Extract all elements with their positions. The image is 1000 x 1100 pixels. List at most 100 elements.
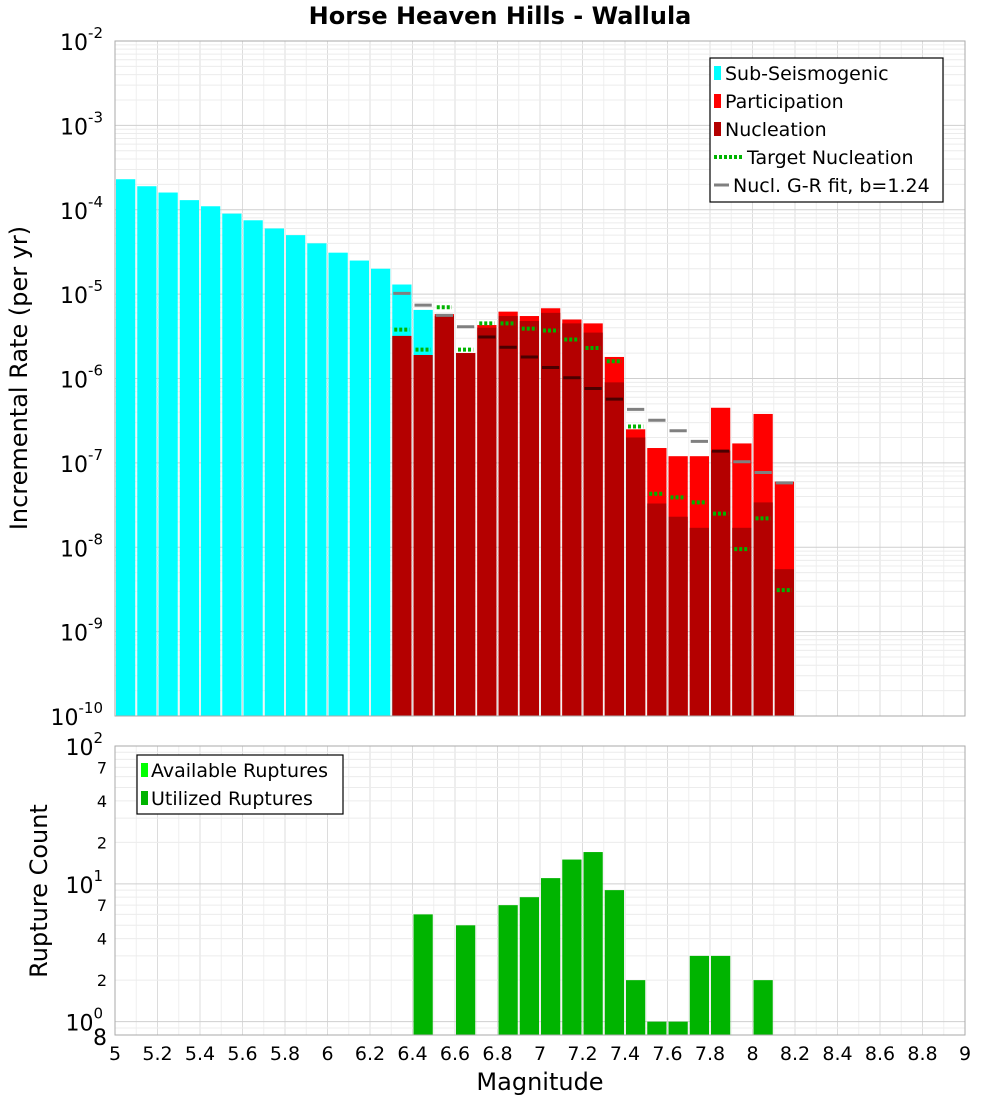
utilized-ruptures-bar [498, 905, 518, 1035]
top-legend: Sub-Seismogenic Participation Nucleation… [709, 57, 944, 203]
utilized-ruptures-bar [519, 897, 539, 1035]
x-tick-label: 7 [534, 1043, 546, 1065]
x-axis-title: Magnitude [476, 1068, 603, 1096]
x-tick-label: 5 [109, 1043, 121, 1065]
nucleation-bar [753, 502, 773, 716]
nucleation-bar [774, 569, 794, 716]
top-plot: 10-10 10-9 10-8 10-7 10-6 10-5 10-4 10-3 10-2 In… [5, 24, 966, 731]
utilized-ruptures-bar [541, 878, 561, 1035]
utilized-ruptures-bar [583, 852, 603, 1035]
nucleation-bar [626, 437, 646, 716]
bottom-y-minor-tick-label: 4 [97, 792, 107, 811]
utilized-ruptures-bar [668, 1021, 688, 1035]
legend-swatch-sub-seismogenic [714, 66, 721, 80]
bottom-y-minor-tick-label: 2 [97, 833, 107, 852]
x-tick-label: 5.6 [227, 1043, 257, 1065]
nucleation-bar [711, 450, 731, 716]
bottom-y-minor-tick-label: 8 [93, 1026, 107, 1051]
bottom-y-tick-label: 101 [65, 867, 103, 899]
top-plot-frame [114, 40, 966, 717]
bottom-y-axis-title: Rupture Count [25, 804, 53, 978]
top-y-tick-label: 10-6 [60, 362, 103, 394]
legend-label-utilized-ruptures: Utilized Ruptures [151, 788, 313, 810]
nucleation-bar [519, 321, 539, 716]
utilized-ruptures-bar [647, 1021, 667, 1035]
nucleation-bar [583, 332, 603, 716]
sub-seismogenic-bar [264, 228, 284, 716]
x-tick-label: 6 [321, 1043, 333, 1065]
legend-swatch-participation [714, 94, 721, 108]
x-tick-label: 5.2 [142, 1043, 172, 1065]
utilized-ruptures-bar [626, 980, 646, 1035]
legend-swatch-utilized-ruptures [141, 791, 148, 805]
x-tick-label: 5.8 [270, 1043, 300, 1065]
bottom-y-minor-tick-label: 2 [97, 971, 107, 990]
nucleation-bar [668, 516, 688, 716]
x-tick-label: 5.4 [185, 1043, 215, 1065]
x-tick-label: 7.6 [652, 1043, 682, 1065]
utilized-ruptures-bar [753, 980, 773, 1035]
utilized-ruptures-bar [711, 955, 731, 1035]
bottom-y-tick-labels: 100 101 102 8 2 4 7 2 4 7 [65, 729, 107, 1051]
sub-seismogenic-bar [222, 213, 242, 717]
nucleation-bar [392, 335, 412, 716]
x-tick-label: 8.6 [865, 1043, 895, 1065]
legend-label-nucleation: Nucleation [725, 119, 827, 141]
utilized-ruptures-bar [562, 859, 582, 1035]
sub-seismogenic-bar [179, 200, 199, 716]
sub-seismogenic-bar [307, 243, 327, 717]
nucleation-bar [562, 323, 582, 716]
utilized-ruptures-bar [689, 955, 709, 1035]
nucleation-bar [541, 312, 561, 716]
bottom-y-tick-label: 102 [65, 729, 103, 761]
nucleation-bar [498, 316, 518, 716]
nucleation-bar [604, 382, 624, 716]
x-tick-label: 6.4 [397, 1043, 427, 1065]
top-y-tick-label: 10-5 [60, 277, 103, 309]
top-plot-fit-lines [393, 291, 793, 593]
x-tick-label: 7.4 [610, 1043, 640, 1065]
utilized-ruptures-bar [604, 890, 624, 1035]
x-tick-label: 6.2 [355, 1043, 385, 1065]
nucleation-bar [732, 527, 752, 716]
top-y-tick-label: 10-7 [60, 446, 103, 478]
utilized-ruptures-bar [456, 925, 476, 1035]
nucleation-bar [689, 527, 709, 716]
sub-seismogenic-bar [201, 206, 221, 716]
sub-seismogenic-bar [371, 268, 391, 716]
x-tick-label: 7.2 [567, 1043, 597, 1065]
top-y-tick-labels: 10-10 10-9 10-8 10-7 10-6 10-5 10-4 10-3 10-2 [51, 24, 104, 731]
sub-seismogenic-bar [116, 179, 136, 716]
top-y-tick-label: 10-8 [60, 530, 103, 562]
nucleation-bar [413, 354, 433, 716]
bottom-legend: Available Ruptures Utilized Ruptures [136, 754, 344, 815]
legend-label-gr-fit: Nucl. G-R fit, b=1.24 [733, 175, 930, 197]
chart-title: Horse Heaven Hills - Wallula [309, 2, 692, 30]
bottom-legend-box [136, 754, 344, 815]
sub-seismogenic-bar [328, 252, 348, 716]
sub-seismogenic-bar [137, 186, 157, 716]
bottom-y-minor-tick-label: 7 [97, 758, 107, 777]
top-y-axis-title: Incremental Rate (per yr) [5, 226, 33, 530]
x-tick-label: 8 [746, 1043, 758, 1065]
sub-seismogenic-bar [243, 220, 263, 717]
nucleation-bar [477, 327, 497, 716]
legend-label-participation: Participation [725, 91, 844, 113]
x-tick-label: 7.8 [695, 1043, 725, 1065]
x-tick-label: 9 [959, 1043, 971, 1065]
sub-seismogenic-bar [349, 260, 369, 716]
legend-label-available-ruptures: Available Ruptures [151, 760, 328, 782]
top-y-tick-label: 10-10 [51, 699, 104, 731]
bottom-plot: 100 101 102 8 2 4 7 2 4 7 5 5.2 5.4 5.6 5.8 6 6.2 6.4 6.6… [25, 729, 971, 1096]
top-y-tick-label: 10-9 [60, 615, 103, 647]
x-tick-label: 8.4 [822, 1043, 852, 1065]
legend-swatch-available-ruptures [141, 763, 148, 777]
nucleation-bar [456, 353, 476, 716]
legend-swatch-nucleation [714, 122, 721, 136]
sub-seismogenic-bar [158, 192, 178, 717]
x-tick-label: 8.8 [907, 1043, 937, 1065]
top-y-tick-label: 10-3 [60, 108, 103, 140]
top-legend-box [709, 57, 944, 203]
bottom-y-minor-tick-label: 7 [97, 896, 107, 915]
